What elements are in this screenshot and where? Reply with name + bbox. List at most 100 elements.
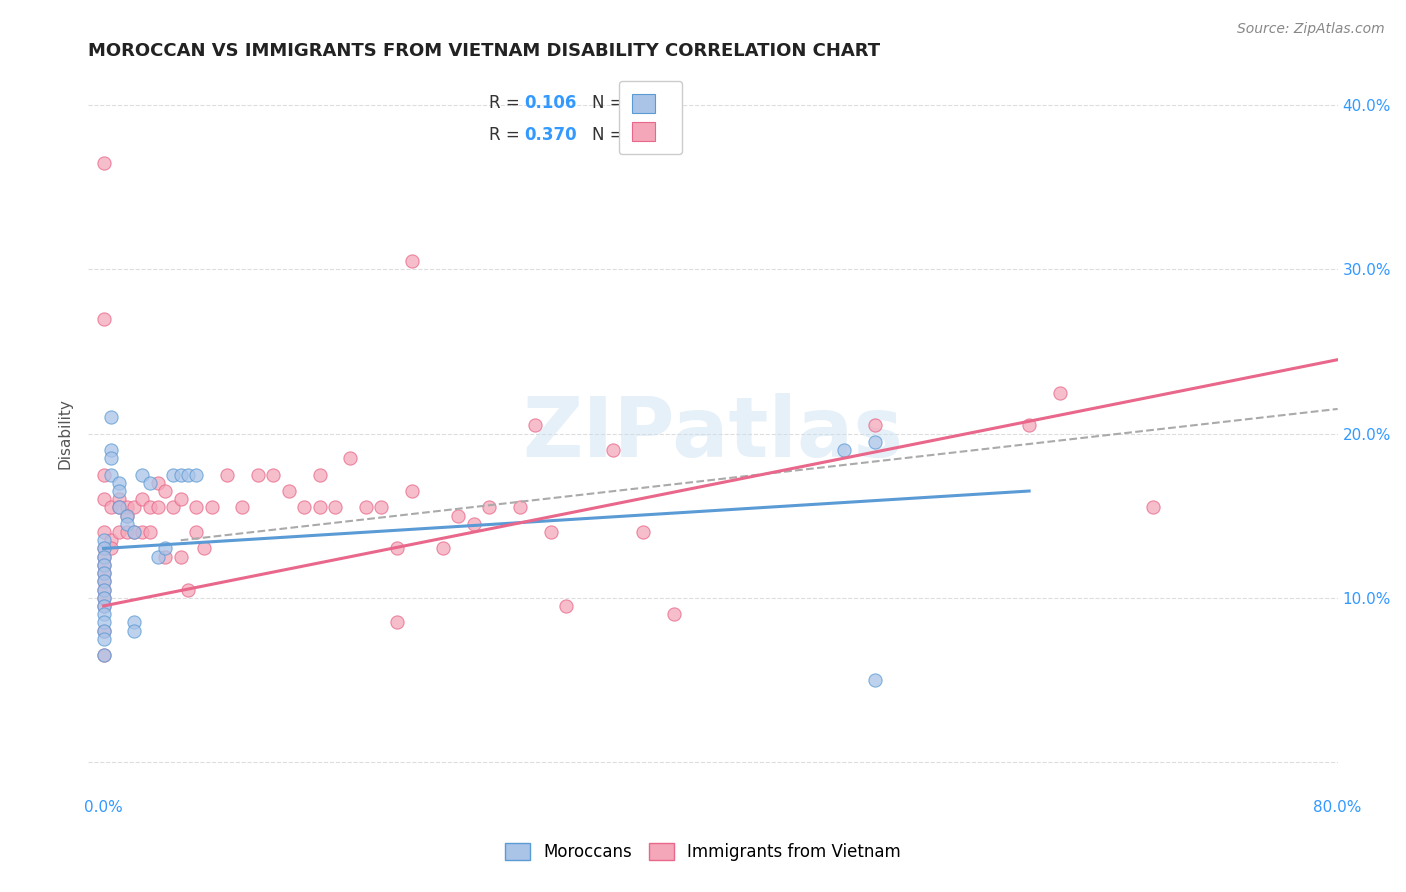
Point xyxy=(93,533,115,548)
Point xyxy=(93,311,115,326)
Point xyxy=(262,467,284,482)
Point xyxy=(93,607,115,621)
Point xyxy=(100,442,122,457)
Point xyxy=(100,467,122,482)
Point xyxy=(100,533,122,548)
Point xyxy=(108,500,131,515)
Point xyxy=(124,615,146,630)
Point xyxy=(93,599,115,613)
Point xyxy=(1142,500,1164,515)
Point xyxy=(292,500,315,515)
Point xyxy=(146,500,169,515)
Point xyxy=(184,524,207,539)
Point xyxy=(339,451,361,466)
Point xyxy=(93,155,115,169)
Point xyxy=(555,599,578,613)
Point xyxy=(177,467,200,482)
Point xyxy=(323,500,346,515)
Point xyxy=(863,418,886,433)
Point xyxy=(863,434,886,449)
Point xyxy=(115,516,138,531)
Point xyxy=(100,410,122,425)
Point xyxy=(162,467,184,482)
Point xyxy=(93,541,115,556)
Point xyxy=(93,574,115,589)
Point xyxy=(170,467,193,482)
Point xyxy=(633,524,655,539)
Point xyxy=(93,582,115,597)
Point xyxy=(93,566,115,580)
Point xyxy=(146,549,169,564)
Point xyxy=(124,500,146,515)
Point xyxy=(93,591,115,605)
Point xyxy=(170,492,193,507)
Point xyxy=(478,500,501,515)
Point xyxy=(432,541,454,556)
Point xyxy=(93,624,115,638)
Point xyxy=(162,500,184,515)
Point xyxy=(246,467,269,482)
Point xyxy=(385,615,408,630)
Point xyxy=(93,549,115,564)
Point xyxy=(1018,418,1040,433)
Point xyxy=(115,508,138,523)
Point xyxy=(93,582,115,597)
Point xyxy=(93,558,115,572)
Point xyxy=(863,673,886,687)
Text: 37: 37 xyxy=(619,94,643,112)
Point xyxy=(200,500,222,515)
Text: 0.370: 0.370 xyxy=(524,127,576,145)
Point xyxy=(177,582,200,597)
Point xyxy=(447,508,470,523)
Text: MOROCCAN VS IMMIGRANTS FROM VIETNAM DISABILITY CORRELATION CHART: MOROCCAN VS IMMIGRANTS FROM VIETNAM DISA… xyxy=(89,42,880,60)
Point xyxy=(115,500,138,515)
Point xyxy=(184,500,207,515)
Text: N =: N = xyxy=(592,127,628,145)
Point xyxy=(124,624,146,638)
Point xyxy=(115,524,138,539)
Point xyxy=(108,483,131,498)
Point xyxy=(354,500,377,515)
Point xyxy=(308,500,330,515)
Point xyxy=(139,524,162,539)
Legend: Moroccans, Immigrants from Vietnam: Moroccans, Immigrants from Vietnam xyxy=(498,836,908,868)
Point xyxy=(146,475,169,490)
Point xyxy=(93,566,115,580)
Point xyxy=(509,500,531,515)
Point xyxy=(93,574,115,589)
Point xyxy=(155,483,177,498)
Point xyxy=(93,492,115,507)
Point xyxy=(108,500,131,515)
Point xyxy=(93,467,115,482)
Text: 74: 74 xyxy=(619,127,643,145)
Text: ZIPatlas: ZIPatlas xyxy=(523,393,904,474)
Point xyxy=(401,254,423,268)
Point xyxy=(139,475,162,490)
Point xyxy=(524,418,547,433)
Point xyxy=(93,524,115,539)
Legend: , : , xyxy=(619,81,682,154)
Point xyxy=(832,442,855,457)
Point xyxy=(401,483,423,498)
Point xyxy=(170,549,193,564)
Point xyxy=(115,508,138,523)
Point xyxy=(385,541,408,556)
Point xyxy=(602,442,624,457)
Point xyxy=(139,500,162,515)
Point xyxy=(131,524,153,539)
Point xyxy=(93,599,115,613)
Point xyxy=(108,492,131,507)
Point xyxy=(131,467,153,482)
Text: Source: ZipAtlas.com: Source: ZipAtlas.com xyxy=(1237,22,1385,37)
Point xyxy=(215,467,238,482)
Text: R =: R = xyxy=(489,94,526,112)
Point xyxy=(100,500,122,515)
Point xyxy=(540,524,562,539)
Point xyxy=(124,524,146,539)
Point xyxy=(370,500,392,515)
Point xyxy=(131,492,153,507)
Point xyxy=(93,648,115,662)
Point xyxy=(93,648,115,662)
Point xyxy=(308,467,330,482)
Point xyxy=(93,632,115,646)
